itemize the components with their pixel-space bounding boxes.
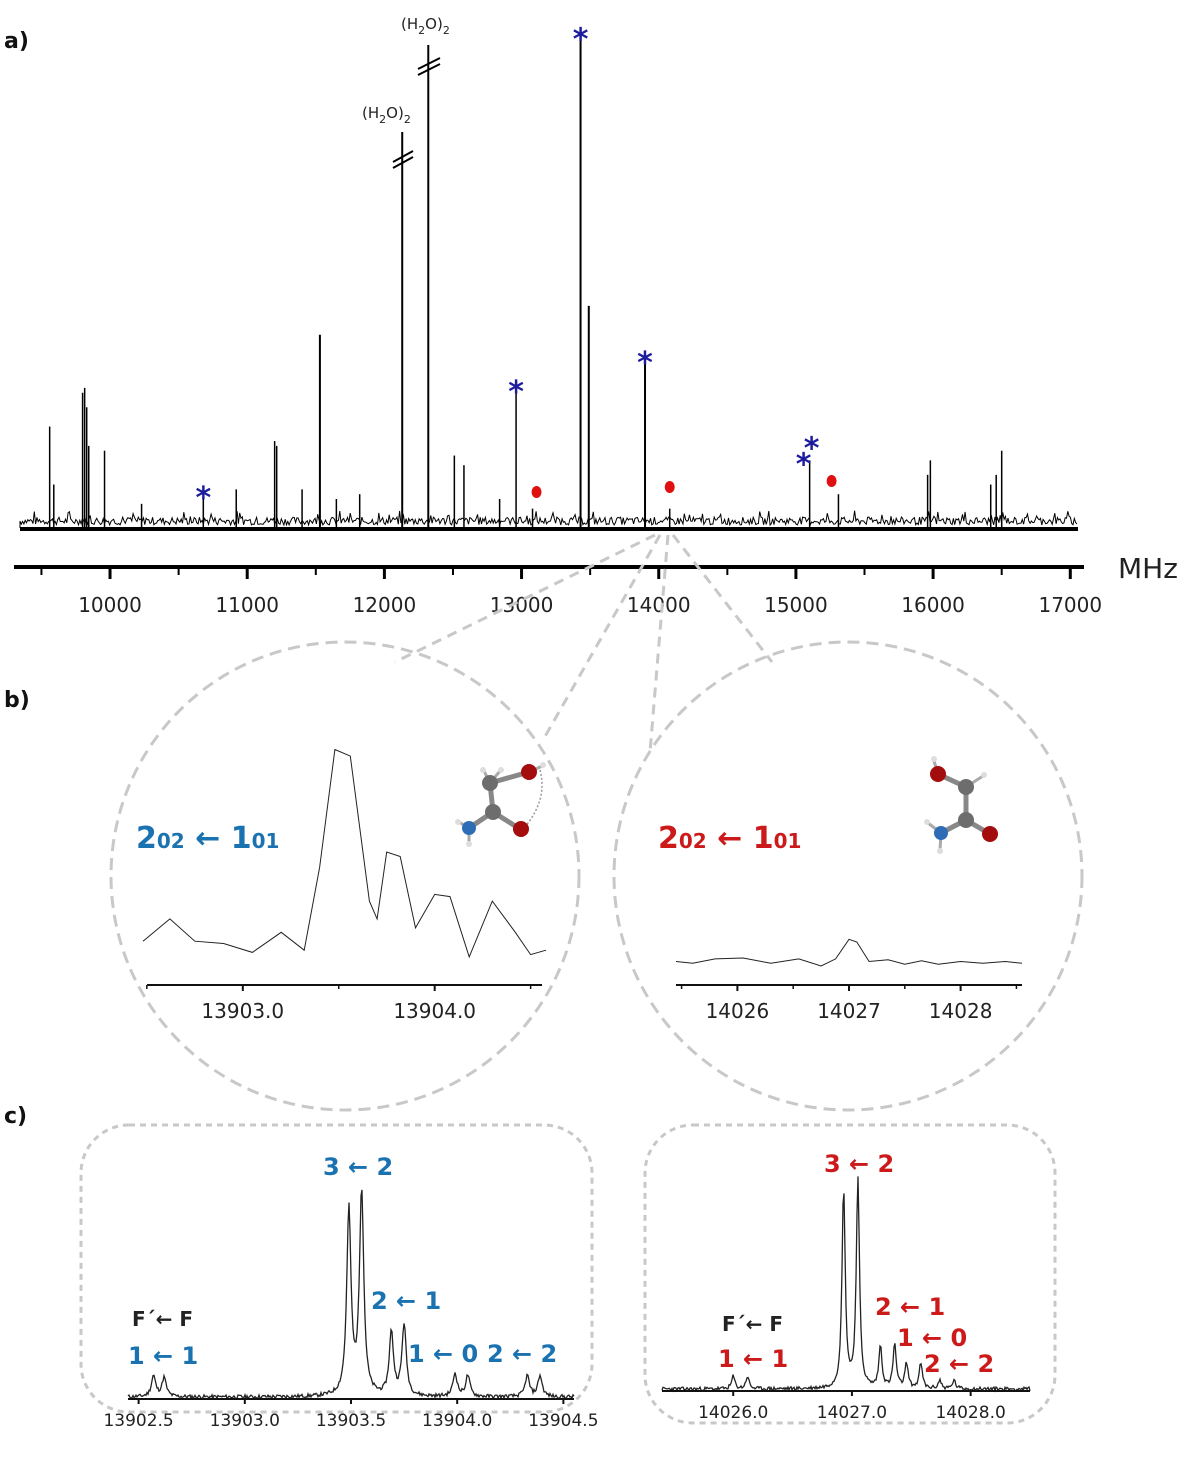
b-right-x-ticks: 14026 14027 14028 xyxy=(680,985,1018,1023)
a-x-ticks: 10000 11000 12000 13000 14000 15000 16000 17000 xyxy=(40,567,1102,617)
a-tick-label-0: 10000 xyxy=(78,593,142,617)
b-left-zoom-circle xyxy=(109,640,581,1112)
tick-label-2-1: 14027 xyxy=(817,999,881,1023)
a-star-4: * xyxy=(796,447,812,482)
b-right-zoom-circle xyxy=(612,640,1084,1112)
a-red-dot-1 xyxy=(664,481,675,493)
c-left-label-2-1: 2 ← 1 xyxy=(371,1287,441,1315)
c-right-label-fprime-f: F´← F xyxy=(722,1312,783,1336)
c-left-label-3-2: 3 ← 2 xyxy=(323,1153,393,1181)
a-red-dots xyxy=(531,475,837,498)
panel-label-b: b) xyxy=(4,688,30,713)
a-star-3: * xyxy=(637,346,653,381)
a-red-dot-2 xyxy=(826,475,837,487)
panel-c-right-hyperfine: 14026.0 14027.0 14028.0 3 ← 2 2 ← 1 1 ← 0 … xyxy=(643,1123,1057,1425)
a-noise-baseline xyxy=(19,510,1078,528)
c-right-label-1-0: 1 ← 0 xyxy=(897,1324,967,1352)
c-right-label-2-2: 2 ← 2 xyxy=(924,1350,994,1378)
c-right-x-ticks: 14026.0 14027.0 14028.0 xyxy=(698,1391,1006,1423)
c-tick-label-3-3: 13904.0 xyxy=(422,1411,492,1431)
a-tick-label-3: 13000 xyxy=(490,593,554,617)
c-right-frame xyxy=(643,1123,1057,1425)
panel-label-c: c) xyxy=(4,1104,27,1129)
molecule-conformer-1-icon xyxy=(455,762,546,847)
annotation-water-dimer-1: (H2O)2 xyxy=(362,104,411,126)
a-star-1: * xyxy=(508,375,524,410)
a-noise-trace xyxy=(19,510,1078,528)
a-star-5: * xyxy=(804,431,820,466)
c-tick-label-4-1: 14027.0 xyxy=(817,1403,887,1423)
a-red-dot-0 xyxy=(531,486,542,498)
a-tick-label-6: 16000 xyxy=(901,593,965,617)
a-spectral-lines xyxy=(48,35,1003,528)
tick-label-1-1: 13904.0 xyxy=(393,999,476,1023)
c-right-label-2-1: 2 ← 1 xyxy=(875,1293,945,1321)
a-blue-stars: ****** xyxy=(195,22,819,516)
b-left-x-ticks: 13903.0 13904.0 xyxy=(146,985,532,1023)
c-tick-label-3-0: 13902.5 xyxy=(103,1411,173,1431)
a-tick-label-7: 17000 xyxy=(1038,593,1102,617)
a-tick-label-2: 12000 xyxy=(353,593,417,617)
molecule-conformer-2-icon xyxy=(924,756,998,854)
c-left-label-1-0: 1 ← 0 xyxy=(408,1340,478,1368)
tick-label-2-2: 14028 xyxy=(929,999,993,1023)
annotation-water-dimer-2: (H2O)2 xyxy=(401,15,450,37)
tick-label-2-0: 14026 xyxy=(706,999,770,1023)
c-tick-label-3-1: 13903.0 xyxy=(210,1411,280,1431)
a-star-2: * xyxy=(573,22,589,57)
panel-c-left-hyperfine: 13902.5 13903.0 13903.5 13904.0 13904.5 3 ← … xyxy=(79,1123,599,1431)
c-tick-label-4-2: 14028.0 xyxy=(935,1403,1005,1423)
panel-b-right-zoom: 14026 14027 14028 202 ← 101 xyxy=(612,640,1084,1112)
c-left-frame xyxy=(79,1123,594,1414)
tick-label-1-0: 13903.0 xyxy=(201,999,284,1023)
a-tick-label-4: 14000 xyxy=(627,593,691,617)
b-left-trace xyxy=(142,748,547,959)
a-tick-label-5: 15000 xyxy=(764,593,828,617)
c-tick-label-3-4: 13904.5 xyxy=(528,1411,598,1431)
panel-a-spectrum: ****** (H2O)2 (H2O)2 10000 11000 12000 1300… xyxy=(14,15,1178,617)
a-x-label: MHz xyxy=(1118,552,1178,585)
c-left-label-2-2: 2 ← 2 xyxy=(487,1340,557,1368)
c-right-label-1-1: 1 ← 1 xyxy=(718,1345,788,1373)
panel-b-left-zoom: 13903.0 13904.0 202 ← 101 xyxy=(109,640,581,1112)
c-right-trace xyxy=(661,1176,1031,1393)
b-right-trace xyxy=(675,938,1023,967)
c-left-label-1-1: 1 ← 1 xyxy=(128,1342,198,1370)
a-star-0: * xyxy=(195,481,211,516)
b-right-transition-label: 202 ← 101 xyxy=(658,821,801,856)
a-tick-label-1: 11000 xyxy=(215,593,279,617)
c-tick-label-3-2: 13903.5 xyxy=(316,1411,386,1431)
c-tick-label-4-0: 14026.0 xyxy=(698,1403,768,1423)
zoom-connectors xyxy=(394,533,774,753)
c-left-x-ticks: 13902.5 13903.0 13903.5 13904.0 13904.5 xyxy=(103,1399,599,1431)
panel-label-a: a) xyxy=(4,29,29,54)
break-mark-2 xyxy=(417,57,441,76)
c-right-label-3-2: 3 ← 2 xyxy=(824,1150,894,1178)
break-mark-1 xyxy=(392,150,414,169)
c-left-label-fprime-f: F´← F xyxy=(132,1307,193,1331)
b-left-transition-label: 202 ← 101 xyxy=(136,821,279,856)
